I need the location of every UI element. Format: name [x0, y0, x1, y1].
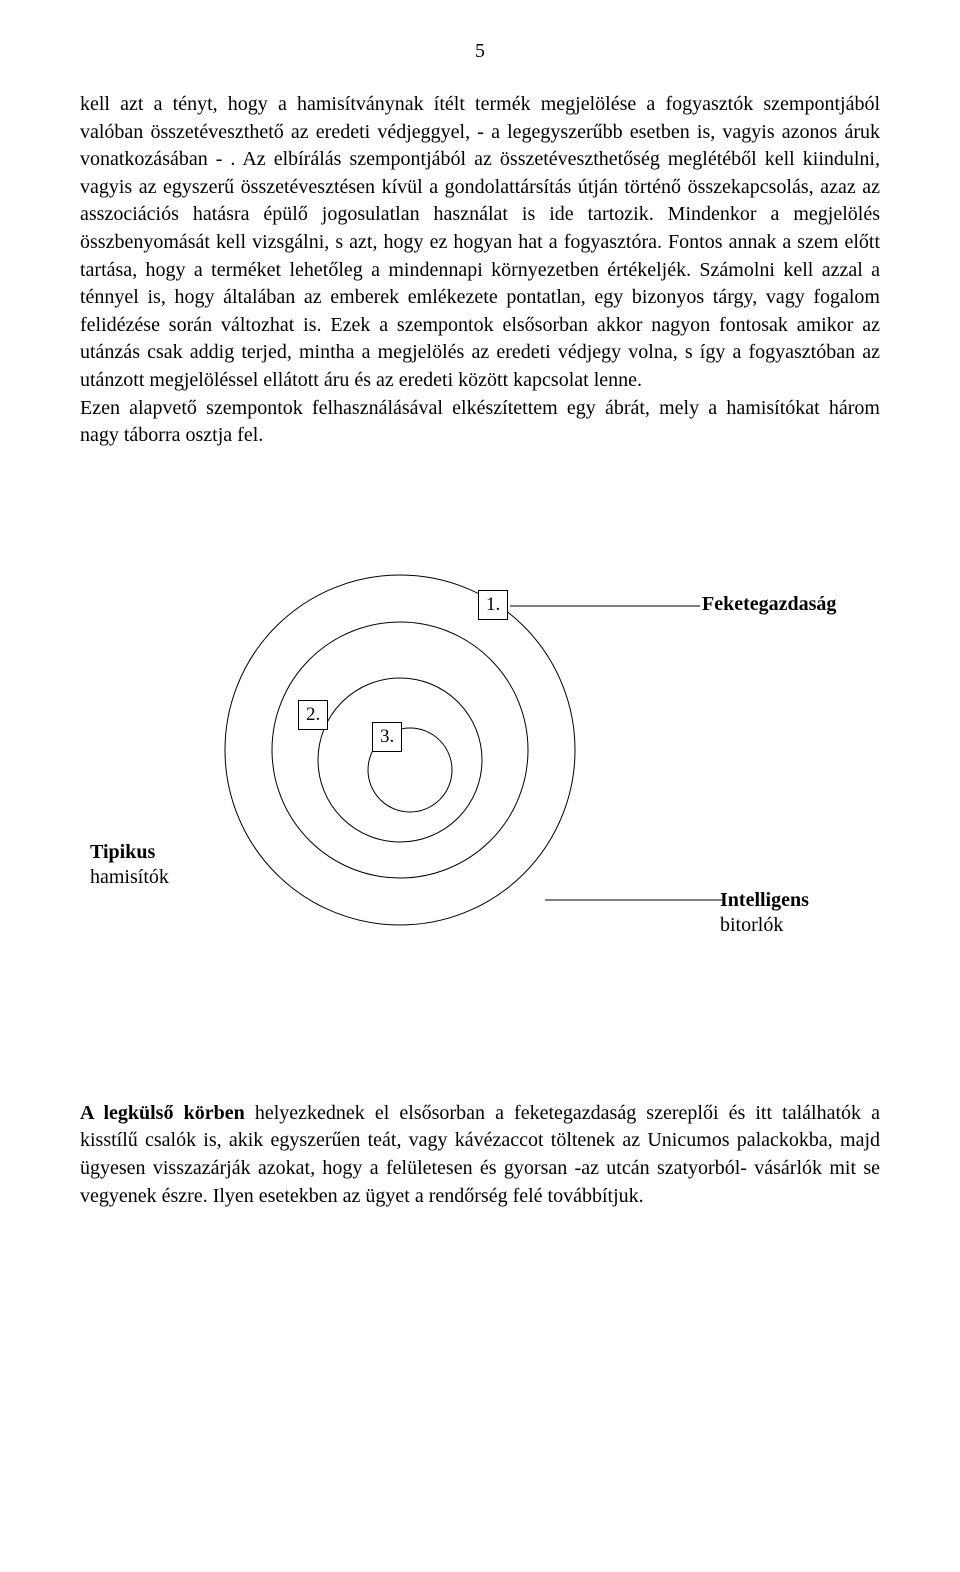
- intelligens-bitorlok-label: Intelligensbitorlók: [720, 888, 809, 938]
- intelligens-bitorlok-label-line-2: bitorlók: [720, 913, 809, 938]
- main-paragraph-block: kell azt a tényt, hogy a hamisítványnak …: [80, 91, 880, 450]
- feketegazdasag-label: Feketegazdaság: [702, 592, 836, 617]
- diagram-circle-3: [318, 678, 482, 842]
- box-1: 1.: [478, 590, 508, 621]
- tipikus-hamisitok-label-line-2: hamisítók: [90, 865, 169, 890]
- feketegazdasag-label-line-1: Feketegazdaság: [702, 592, 836, 617]
- tipikus-hamisitok-label: Tipikushamisítók: [90, 840, 169, 890]
- box-2: 2.: [298, 700, 328, 731]
- paragraph-2: Ezen alapvető szempontok felhasználásáva…: [80, 397, 880, 447]
- box-3: 3.: [372, 722, 402, 753]
- footer-lead-bold: A legkülső körben: [80, 1102, 245, 1124]
- counterfeiter-diagram: 1. 2. 3. Feketegazdaság Tipikushamisítók Inte…: [80, 520, 880, 1060]
- intelligens-bitorlok-label-line-1: Intelligens: [720, 888, 809, 913]
- tipikus-hamisitok-label-line-1: Tipikus: [90, 840, 169, 865]
- page-number: 5: [80, 40, 880, 63]
- paragraph-1: kell azt a tényt, hogy a hamisítványnak …: [80, 93, 880, 391]
- footer-paragraph: A legkülső körben helyezkednek el elsőso…: [80, 1100, 880, 1210]
